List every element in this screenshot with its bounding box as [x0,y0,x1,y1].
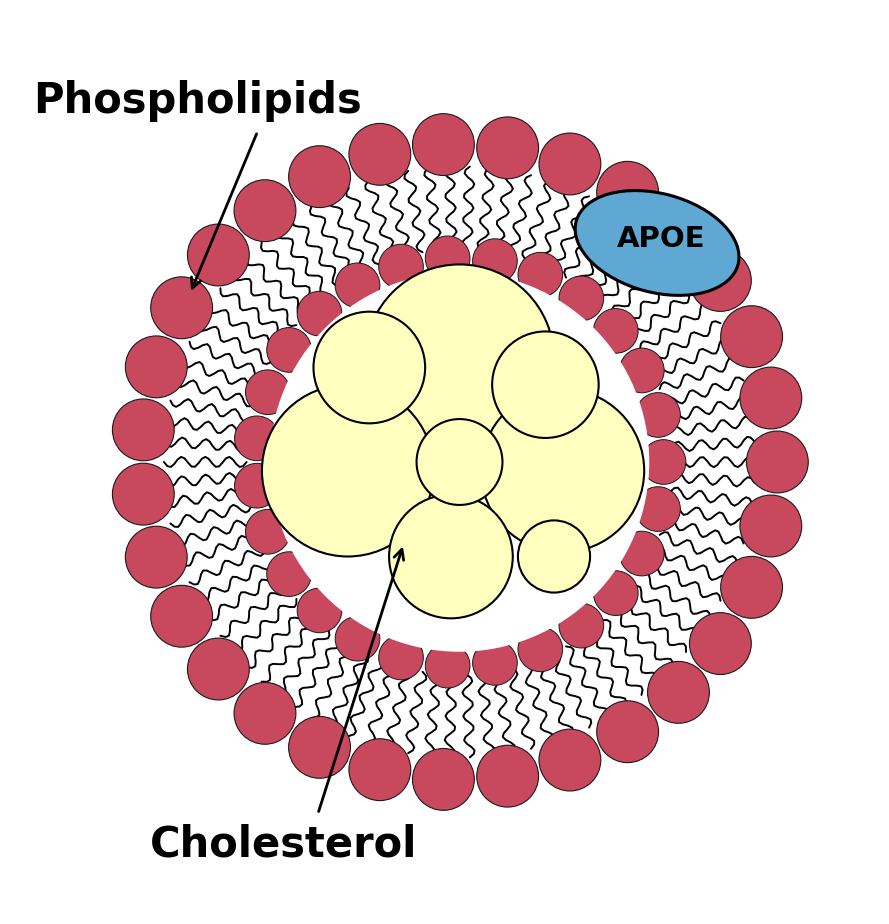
Circle shape [473,640,517,686]
Circle shape [417,419,502,505]
Circle shape [389,494,513,618]
Circle shape [425,236,470,281]
Circle shape [151,277,212,339]
Circle shape [559,603,604,648]
Circle shape [518,520,590,592]
Circle shape [151,585,212,647]
Circle shape [647,662,709,723]
Circle shape [477,746,539,807]
Circle shape [740,495,802,557]
Circle shape [597,162,659,224]
Circle shape [112,463,174,525]
Circle shape [597,700,659,762]
Circle shape [721,556,782,618]
Circle shape [348,124,411,185]
Circle shape [260,261,660,663]
Circle shape [559,276,604,321]
Circle shape [379,635,423,680]
Circle shape [412,748,475,810]
Circle shape [690,249,751,311]
Circle shape [539,133,601,195]
Circle shape [365,264,554,454]
Circle shape [348,739,411,800]
Circle shape [477,117,539,178]
Circle shape [235,463,279,508]
Circle shape [234,180,296,241]
Circle shape [125,336,188,397]
Circle shape [245,509,290,554]
Ellipse shape [575,190,739,296]
Circle shape [473,238,517,284]
Circle shape [135,138,783,786]
Circle shape [518,627,563,672]
Circle shape [234,683,296,744]
Circle shape [112,399,174,461]
Circle shape [481,389,645,553]
Circle shape [620,348,664,393]
Circle shape [267,328,311,372]
Circle shape [297,291,342,336]
Circle shape [636,487,680,531]
Circle shape [425,643,470,688]
Circle shape [493,332,598,438]
Text: Phospholipids: Phospholipids [33,80,362,122]
Circle shape [539,729,601,791]
Circle shape [267,552,311,596]
Circle shape [518,252,563,297]
Circle shape [594,309,638,353]
Circle shape [125,527,188,588]
Circle shape [594,571,638,615]
Circle shape [297,588,342,633]
Circle shape [647,201,709,262]
Circle shape [245,370,290,415]
Circle shape [335,263,380,308]
Circle shape [690,613,751,675]
Circle shape [636,393,680,437]
Circle shape [379,244,423,289]
Circle shape [721,306,782,368]
Circle shape [747,432,808,492]
Circle shape [314,311,425,423]
Circle shape [262,384,434,556]
Circle shape [188,224,249,286]
Circle shape [335,616,380,661]
Circle shape [620,531,664,576]
Text: APOE: APOE [617,225,706,252]
Circle shape [270,273,649,651]
Circle shape [412,114,475,176]
Circle shape [740,367,802,429]
Circle shape [289,146,350,208]
Circle shape [289,716,350,778]
Circle shape [235,416,279,461]
Circle shape [188,638,249,700]
Text: Cholesterol: Cholesterol [149,823,417,865]
Circle shape [641,440,685,484]
